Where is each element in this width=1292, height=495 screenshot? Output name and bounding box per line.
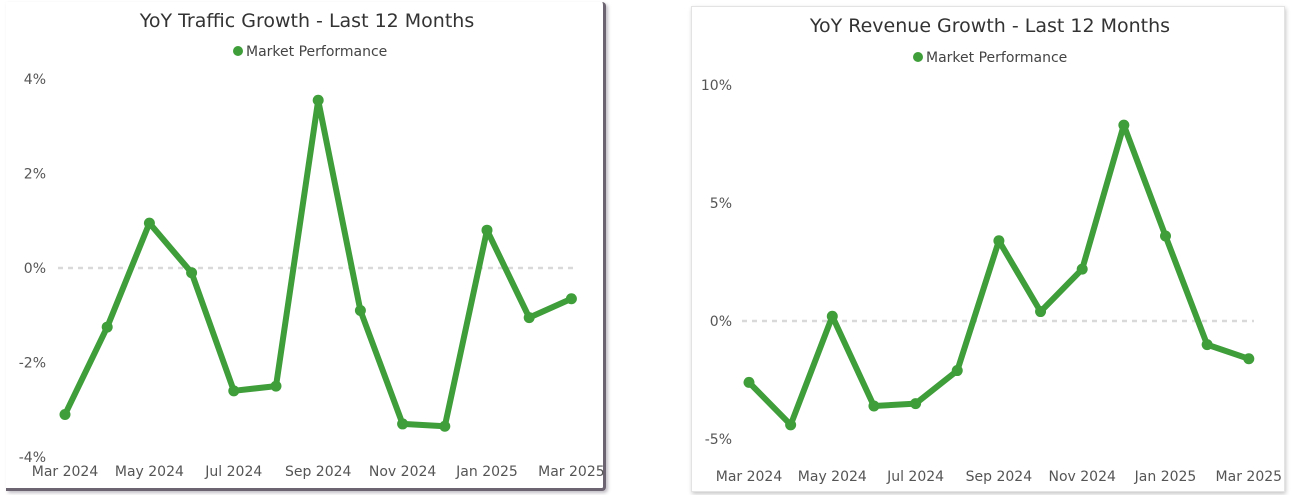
data-point[interactable] xyxy=(354,305,366,317)
x-tick-label: Mar 2025 xyxy=(538,464,605,480)
data-point[interactable] xyxy=(143,217,155,229)
data-point[interactable] xyxy=(1160,230,1171,242)
y-tick-label: -2% xyxy=(19,356,46,372)
chart-title: YoY Traffic Growth - Last 12 Months xyxy=(139,10,474,32)
x-tick-label: May 2024 xyxy=(798,469,867,485)
y-tick-label: 5% xyxy=(710,196,732,212)
x-tick-label: Jan 2025 xyxy=(455,464,518,480)
data-point[interactable] xyxy=(101,321,113,333)
data-point[interactable] xyxy=(523,312,535,324)
data-point[interactable] xyxy=(1201,339,1213,351)
chart-title: YoY Revenue Growth - Last 12 Months xyxy=(809,15,1170,37)
x-tick-label: Jul 2024 xyxy=(204,464,262,480)
data-point[interactable] xyxy=(743,376,755,388)
revenue-growth-chart: YoY Revenue Growth - Last 12 Months Marke… xyxy=(701,15,1283,485)
data-point[interactable] xyxy=(481,224,493,236)
data-point[interactable] xyxy=(186,267,198,279)
series-line xyxy=(746,122,1252,428)
data-point[interactable] xyxy=(312,94,324,106)
y-tick-label: -5% xyxy=(705,432,732,448)
data-point[interactable] xyxy=(951,365,963,377)
x-tick-label: Mar 2024 xyxy=(32,464,99,480)
legend-marker xyxy=(233,46,243,56)
data-point[interactable] xyxy=(439,420,451,432)
x-tick-label: Nov 2024 xyxy=(1048,469,1115,485)
data-point[interactable] xyxy=(1243,353,1255,365)
data-point[interactable] xyxy=(1035,306,1047,318)
data-point[interactable] xyxy=(270,380,282,392)
data-point[interactable] xyxy=(993,235,1005,247)
x-tick-label: Mar 2025 xyxy=(1216,469,1283,485)
x-tick-label: Jul 2024 xyxy=(886,469,944,485)
y-tick-label: 10% xyxy=(701,78,732,94)
legend-marker xyxy=(913,52,923,62)
data-point[interactable] xyxy=(910,398,922,410)
data-point[interactable] xyxy=(868,400,880,412)
x-tick-label: May 2024 xyxy=(115,464,184,480)
y-tick-label: -4% xyxy=(19,450,46,466)
data-point[interactable] xyxy=(1118,119,1130,131)
revenue-growth-chart-panel: YoY Revenue Growth - Last 12 Months Marke… xyxy=(691,6,1285,492)
legend-label: Market Performance xyxy=(246,44,387,60)
y-tick-label: 2% xyxy=(24,167,46,183)
data-point[interactable] xyxy=(228,385,240,397)
data-point[interactable] xyxy=(59,408,71,420)
data-point[interactable] xyxy=(785,419,797,431)
legend-label: Market Performance xyxy=(926,50,1067,66)
x-tick-label: Nov 2024 xyxy=(369,464,436,480)
data-point[interactable] xyxy=(826,310,838,322)
y-tick-label: 0% xyxy=(710,314,732,330)
x-tick-label: Sep 2024 xyxy=(966,469,1033,485)
traffic-growth-chart: YoY Traffic Growth - Last 12 Months Marke… xyxy=(19,10,605,480)
series-line xyxy=(62,97,575,430)
x-tick-label: Jan 2025 xyxy=(1134,469,1197,485)
x-tick-label: Sep 2024 xyxy=(285,464,352,480)
y-tick-label: 4% xyxy=(24,72,46,88)
data-point[interactable] xyxy=(565,293,577,305)
data-point[interactable] xyxy=(397,418,409,430)
y-tick-label: 0% xyxy=(24,261,46,277)
x-tick-label: Mar 2024 xyxy=(716,469,783,485)
traffic-growth-chart-panel: YoY Traffic Growth - Last 12 Months Marke… xyxy=(6,2,606,491)
data-point[interactable] xyxy=(1076,263,1088,275)
